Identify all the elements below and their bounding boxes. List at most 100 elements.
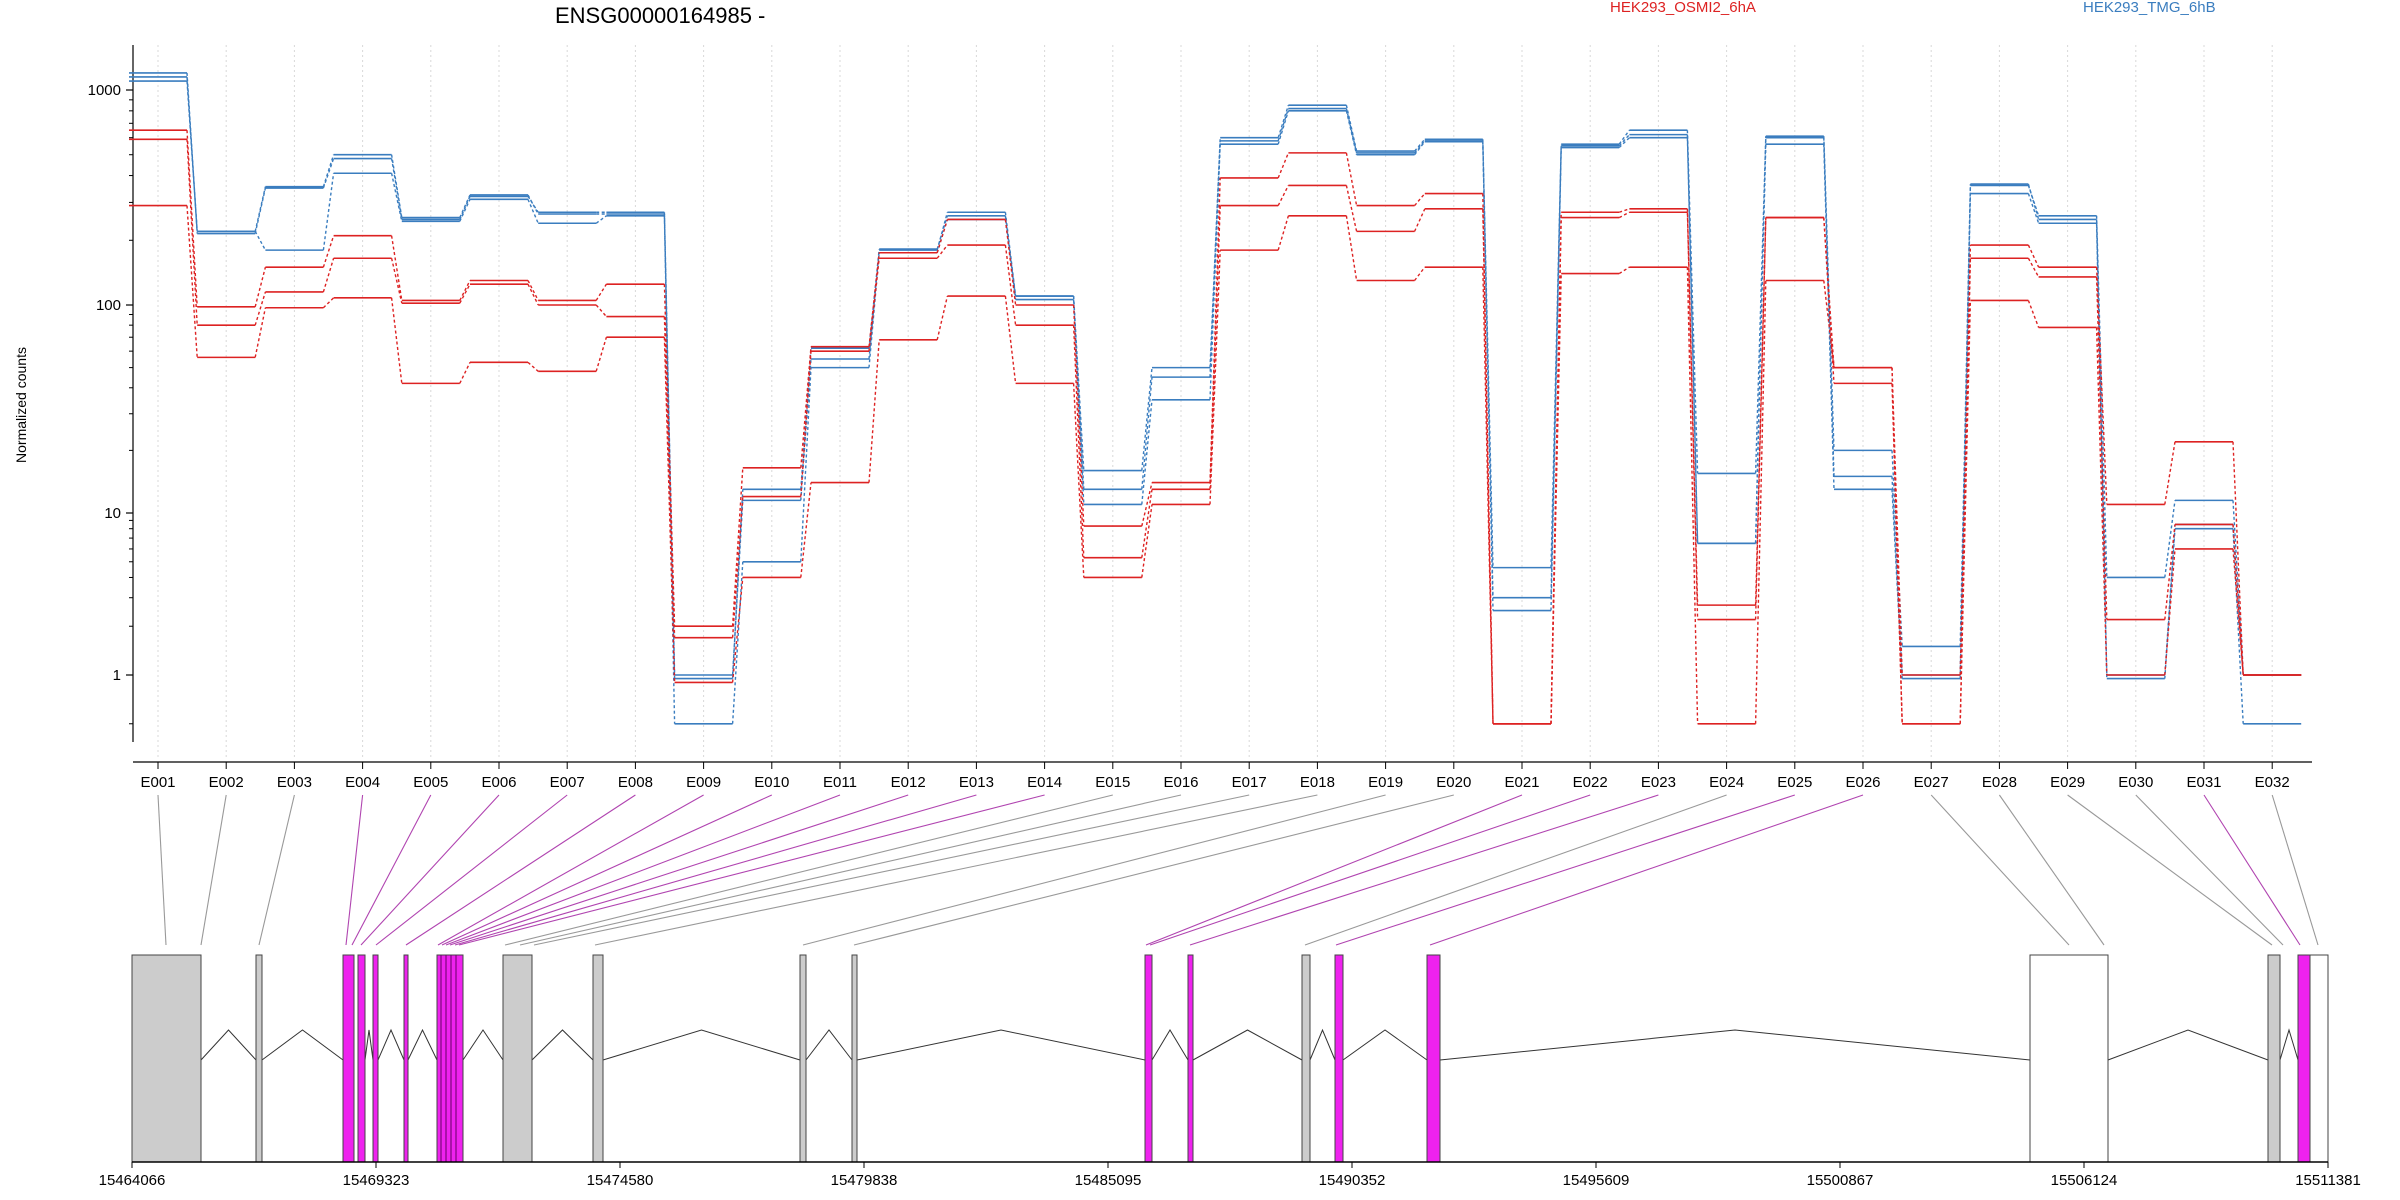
series-connector [254,266,267,307]
x-tick-label: E010 [754,774,789,791]
exon-connector [375,794,568,946]
series-connector [2232,548,2244,676]
genome-tick-label: 15506124 [2051,1172,2118,1189]
x-tick-label: E016 [1163,774,1198,791]
exon-connector [351,794,432,946]
series-connector [1072,383,1085,578]
series-connector [459,283,471,304]
x-tick-label: E011 [823,774,857,791]
exon-connector [449,794,909,946]
gene-exon [372,954,379,1163]
series-connector [186,139,198,326]
series-connector [1823,217,1835,384]
series-connector [800,482,812,578]
series-connector [936,244,948,259]
gene-model [131,954,2329,1163]
series-connector [800,367,812,562]
y-tick-label: 10 [104,505,121,522]
series-connector [800,351,812,497]
series-connector [527,280,539,301]
series-connector [1686,134,1699,544]
series-connector [1414,193,1426,207]
series-connector [527,361,539,372]
exon-connector [157,794,167,946]
exon-connector [519,794,1182,946]
exon-connector [345,794,364,946]
gene-exon [357,954,366,1163]
intron-line [377,1028,405,1061]
series-connector [1141,367,1153,471]
exon-connectors [157,794,2319,946]
x-tick-label: E005 [413,774,448,791]
intron-line [407,1028,438,1061]
series-connector [322,235,335,268]
intron-line [805,1029,853,1061]
exon-connector [594,794,1318,946]
series-connector [1618,137,1630,149]
x-tick-label: E014 [1027,774,1062,791]
genome-tick-label: 15469323 [343,1172,410,1189]
exon-connector [437,794,704,946]
series-connector [731,489,744,679]
series-connector [1618,134,1630,147]
series-connector [1618,129,1630,145]
genome-tick-label: 15474580 [587,1172,654,1189]
exon-connector [853,794,1454,946]
series-connector [1209,140,1221,378]
intron-line [602,1029,801,1061]
exon-connector [445,794,841,946]
x-tick-label: E017 [1232,774,1267,791]
exon-connector [200,794,227,946]
series-connector [2164,548,2176,676]
exon-connector [360,794,500,946]
series-connector [1209,144,1221,400]
series-connector [868,250,880,360]
series-connector [936,219,949,253]
series-connector [2095,276,2108,620]
y-axis: 1 10 100 1000 E001 E002 E003 E004 E005 E006 E007 E0… [88,45,2312,791]
series-connector [459,196,471,220]
intron-line [1439,1029,2031,1061]
series-connector [254,186,267,232]
gene-exon [255,954,263,1163]
exon-connector [2203,794,2301,946]
gene-exon [2297,954,2311,1163]
x-tick-label: E020 [1436,774,1471,791]
series-connector [1277,152,1290,179]
x-tick-label: E015 [1095,774,1130,791]
x-tick-label: E019 [1368,774,1403,791]
series-connector [254,307,267,358]
series-connector [1209,250,1221,505]
x-tick-label: E002 [209,774,244,791]
exon-connector [1930,794,2070,946]
series-connector [595,304,607,318]
genome-tick-label: 15495609 [1563,1172,1630,1189]
x-tick-label: E003 [277,774,312,791]
exon-connector [504,794,1113,946]
series-connector [1618,211,1630,219]
exon-connector [1335,794,1795,946]
series-connector [1754,280,1767,724]
series-connector [1823,280,1835,368]
series-connector [254,291,267,326]
x-tick-label: E031 [2186,774,2221,791]
x-tick-label: E027 [1914,774,1949,791]
gene-exon [1426,954,1441,1163]
y-axis-label: Normalized counts [13,347,29,463]
series-connector [2027,257,2040,278]
exon-connector [1145,794,1523,946]
series-connector [1686,212,1699,620]
gene-exon [799,954,807,1163]
series-connector [2164,441,2176,505]
series-lines [129,72,2302,725]
series-connector [1686,137,1699,544]
series-connector [800,358,812,501]
series-HEK293_OSMI2_6hA [129,204,2302,725]
x-tick-label: E008 [618,774,653,791]
intron-line [462,1029,504,1061]
series-connector [254,231,267,251]
series-connector [1891,476,1903,676]
series-connector [800,346,812,468]
series-connector [1414,141,1426,156]
